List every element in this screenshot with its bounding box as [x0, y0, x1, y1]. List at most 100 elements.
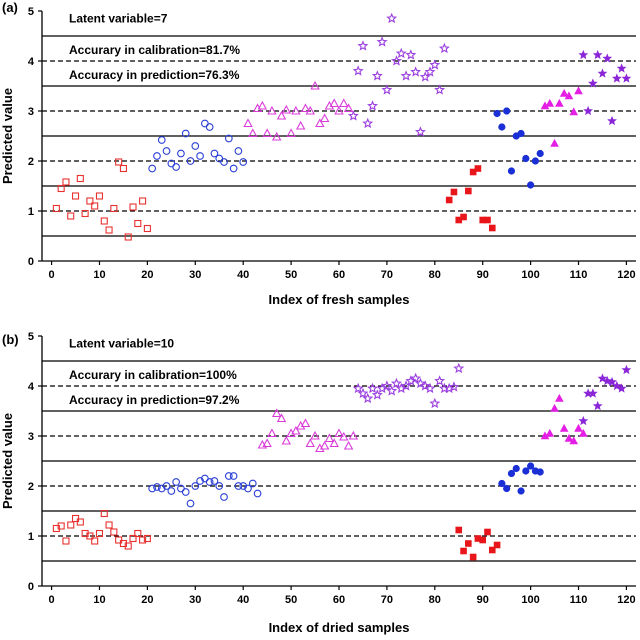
x-tick-label-4: 40: [237, 594, 249, 606]
point: [569, 436, 579, 445]
point: [257, 100, 268, 110]
x-tick-label-2: 20: [141, 594, 153, 606]
point: [81, 209, 89, 218]
point: [76, 174, 84, 183]
x-tick-label-9: 90: [477, 269, 489, 281]
series-filled-circle: [498, 462, 544, 495]
y-tick-label-2: 2: [28, 156, 34, 168]
point: [329, 438, 339, 448]
point: [574, 423, 583, 432]
point: [517, 129, 525, 138]
point: [224, 134, 233, 143]
series-open-square: [52, 158, 151, 241]
point: [239, 158, 248, 166]
series-open-triangle: [257, 408, 359, 453]
point: [234, 147, 243, 155]
point: [291, 105, 301, 115]
point: [253, 489, 262, 498]
point: [578, 415, 589, 426]
series-filled-triangle: [540, 86, 583, 147]
point: [503, 484, 511, 493]
y-tick-label-0: 0: [28, 256, 34, 268]
y-tick-label-4: 4: [28, 381, 35, 393]
point: [386, 385, 398, 396]
x-tick-label-12: 120: [617, 269, 635, 281]
point: [224, 472, 233, 480]
point: [191, 482, 200, 490]
point: [95, 192, 104, 200]
point: [91, 202, 99, 210]
series-filled-square: [445, 165, 496, 232]
x-tick-label-11: 110: [570, 269, 588, 281]
point: [602, 53, 613, 63]
point: [522, 154, 530, 163]
x-tick-label-5: 50: [285, 594, 297, 606]
point: [527, 462, 535, 470]
point: [597, 373, 608, 383]
x-tick-label-2: 20: [141, 269, 153, 281]
point: [143, 224, 151, 233]
point: [205, 478, 214, 486]
point: [564, 91, 574, 100]
x-tick-label-10: 100: [521, 269, 539, 281]
series-open-star: [347, 12, 450, 137]
point: [574, 86, 583, 95]
annotation-2: Accuracy in prediction=97.2%: [69, 393, 240, 407]
point: [484, 216, 491, 224]
x-tick-label-5: 50: [285, 269, 297, 281]
point: [522, 467, 530, 475]
point: [295, 120, 306, 130]
point: [414, 377, 426, 389]
point: [57, 184, 65, 193]
point: [286, 128, 296, 138]
point: [86, 532, 94, 540]
point: [148, 164, 157, 173]
point: [181, 129, 190, 138]
annotation-1: Accurary in calibration=100%: [69, 368, 237, 382]
point: [119, 164, 127, 173]
point: [453, 362, 465, 374]
x-tick-label-0: 0: [49, 594, 55, 606]
annotation-0: Latent variable=10: [69, 337, 174, 351]
point: [248, 479, 257, 488]
point: [76, 518, 84, 526]
point: [592, 400, 603, 411]
point: [143, 534, 151, 543]
point: [124, 233, 132, 241]
x-axis-label: Index of fresh samples: [269, 292, 410, 307]
point: [488, 224, 496, 232]
point: [434, 84, 446, 95]
y-tick-label-3: 3: [28, 431, 34, 443]
point: [186, 499, 195, 508]
point: [167, 487, 176, 495]
point: [86, 197, 94, 205]
series-filled-triangle: [540, 393, 588, 445]
point: [115, 158, 123, 166]
point: [414, 126, 426, 137]
point: [172, 478, 180, 486]
point: [229, 164, 238, 173]
point: [512, 464, 520, 473]
y-tick-label-5: 5: [28, 331, 34, 343]
point: [334, 105, 344, 115]
point: [281, 435, 292, 445]
point: [272, 131, 282, 141]
point: [124, 542, 132, 550]
point: [434, 375, 446, 386]
point: [129, 534, 137, 543]
point: [450, 188, 458, 196]
point: [536, 149, 544, 158]
point: [300, 103, 311, 113]
point: [357, 387, 369, 399]
point: [429, 397, 441, 409]
point: [555, 393, 564, 402]
x-axis-label: Index of dried samples: [269, 620, 410, 635]
point: [305, 105, 315, 115]
x-tick-label-1: 10: [93, 594, 105, 606]
point: [357, 40, 369, 51]
point: [493, 109, 501, 118]
point: [371, 389, 383, 400]
point: [362, 392, 374, 404]
point: [262, 128, 272, 138]
point: [67, 212, 75, 220]
